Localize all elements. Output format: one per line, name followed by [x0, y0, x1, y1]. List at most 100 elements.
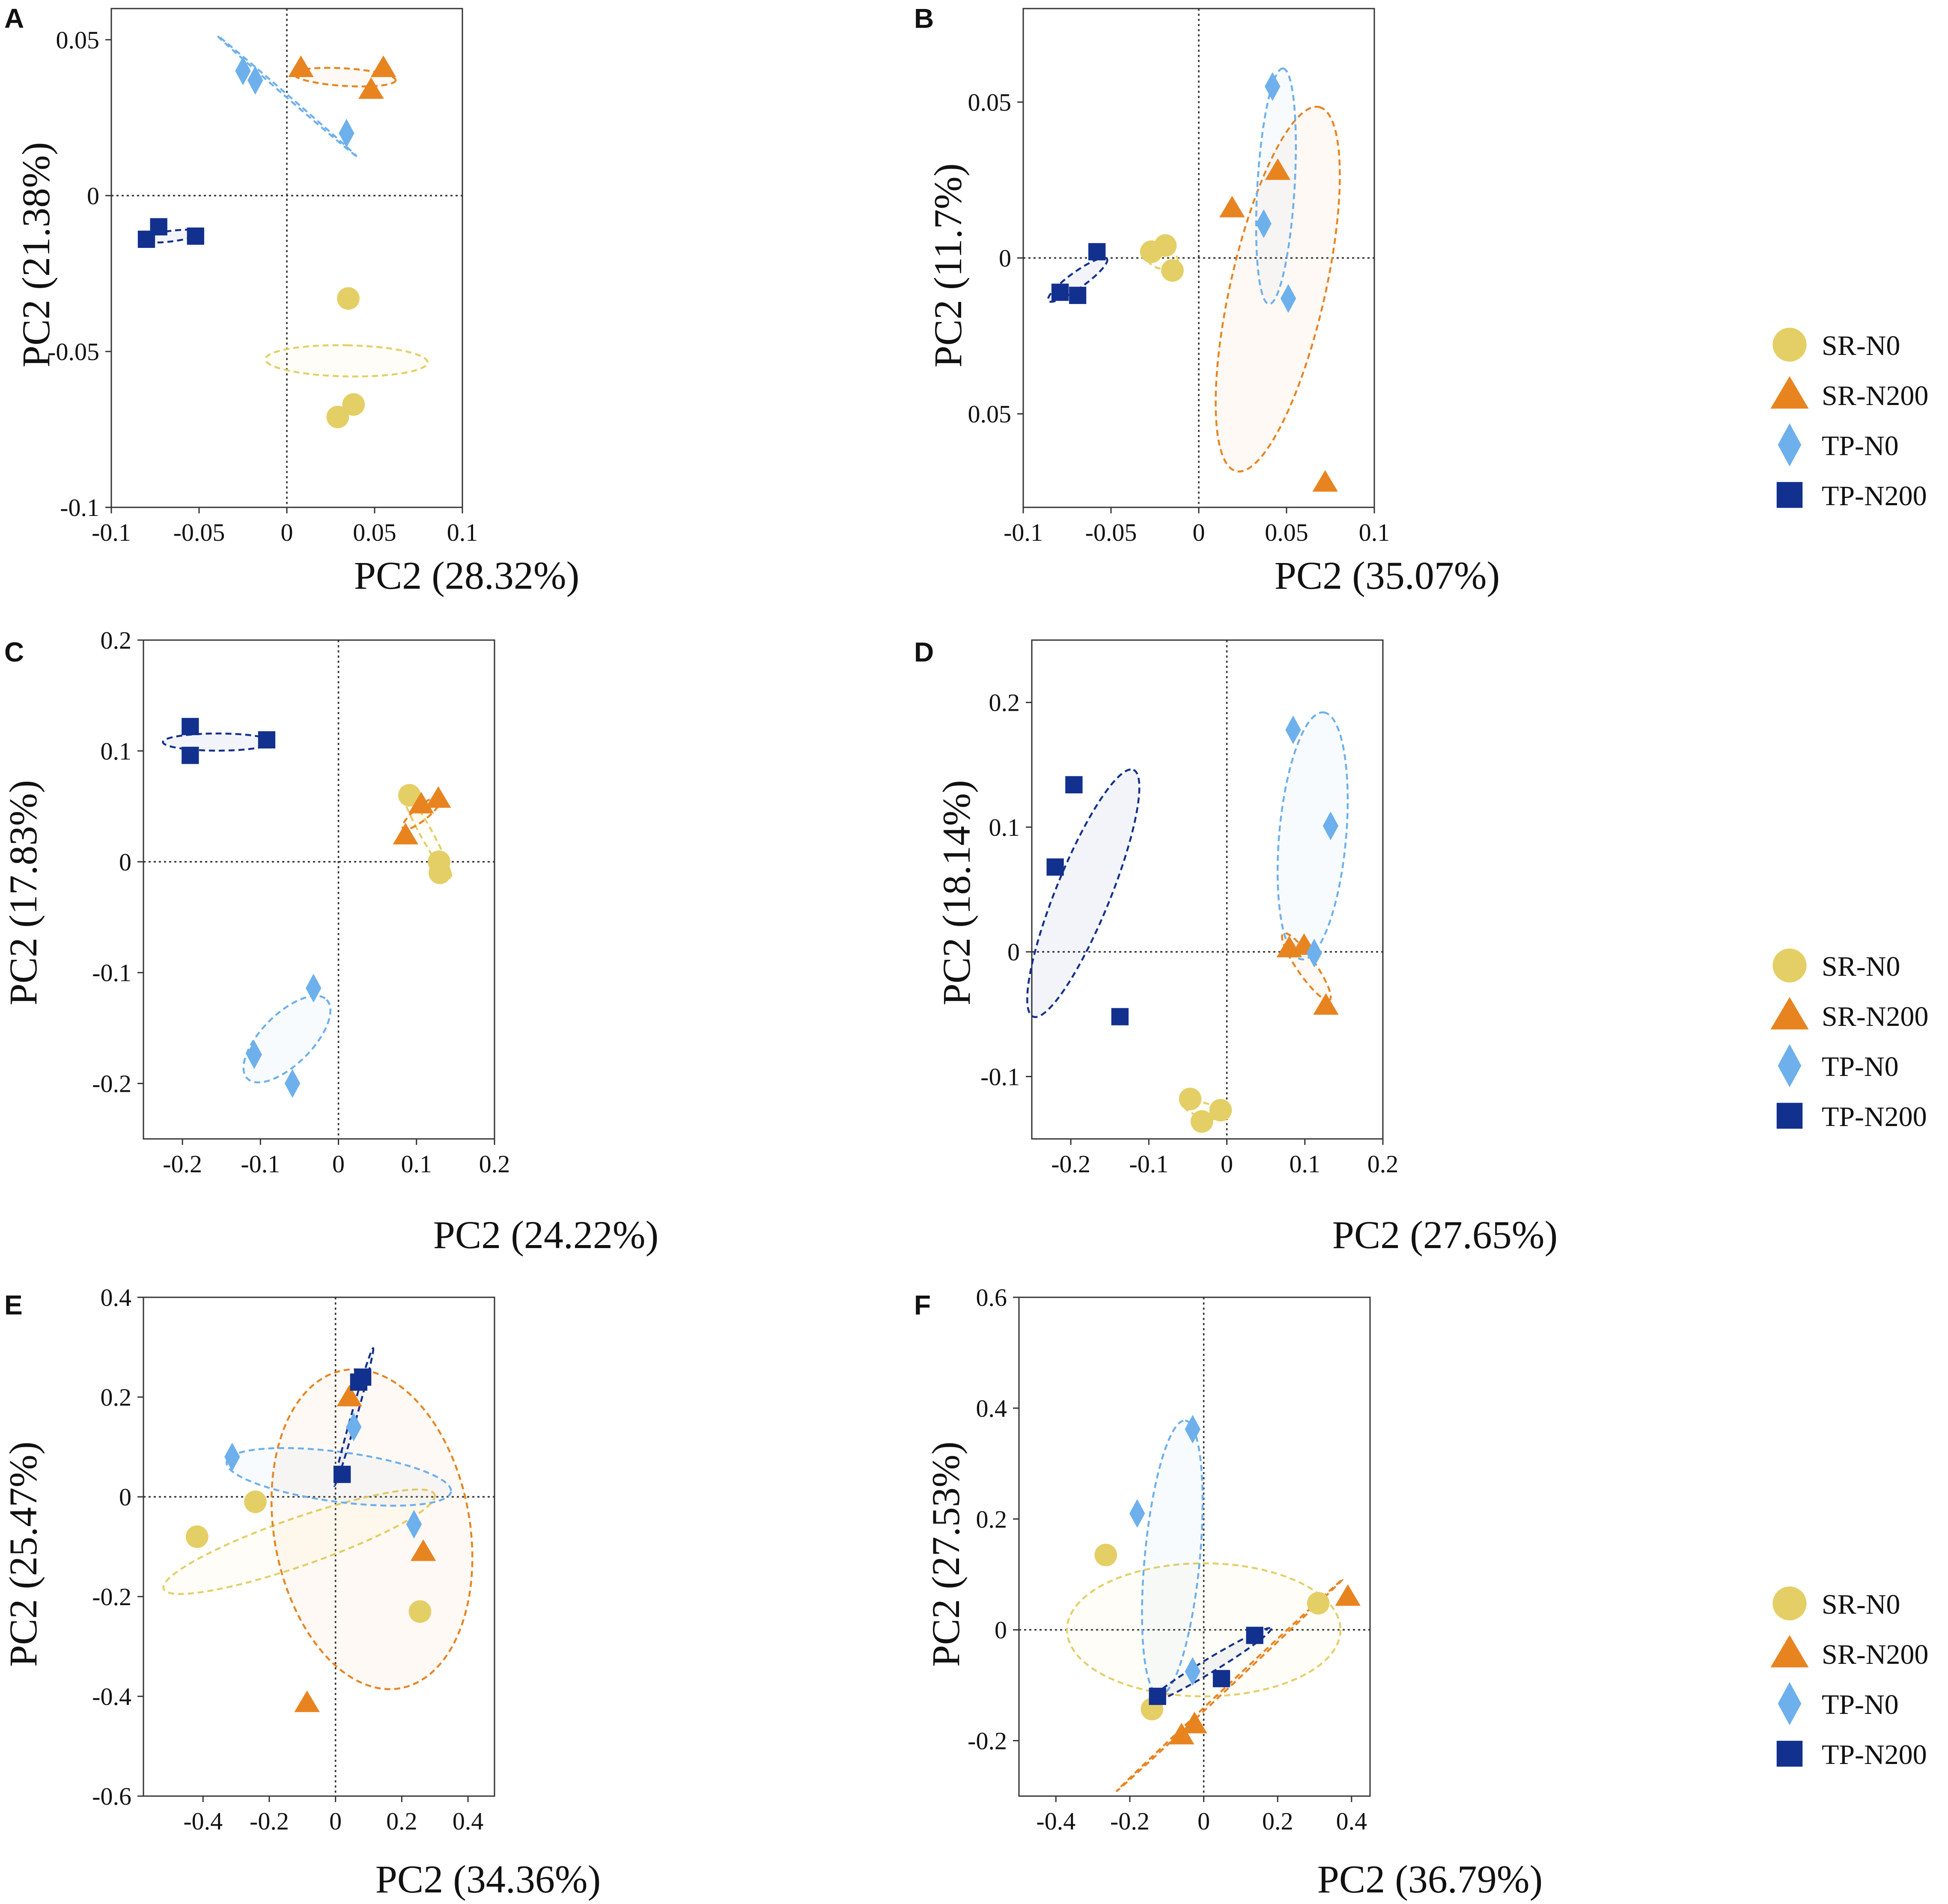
panel-d-point-tp-n200	[1065, 776, 1083, 794]
panel-a-x-axis-label: PC2 (28.32%)	[354, 554, 579, 597]
panel-a-point-sr-n200	[288, 55, 314, 77]
panel-d-y-tick-label: -0.1	[980, 1063, 1020, 1091]
panel-c-point-tp-n200	[258, 731, 276, 749]
panel-e-point-tp-n0	[346, 1412, 362, 1442]
panel-f-y-tick-label: 0	[995, 1616, 1007, 1644]
panel-d-x-axis-label: PC2 (27.65%)	[1332, 1213, 1558, 1257]
panel-c-point-tp-n200	[182, 718, 199, 736]
panel-e-y-tick-label: 0	[119, 1483, 131, 1511]
panel-a-y-tick-label: -0.05	[48, 338, 99, 366]
panel-c-x-tick-label: -0.1	[241, 1150, 280, 1178]
legend-marker-sr-n0	[1772, 328, 1807, 362]
panel-d-y-tick-label: 0	[1007, 938, 1020, 966]
panel-c-x-tick-label: 0	[332, 1150, 345, 1178]
panel-d-x-tick-label: -0.1	[1129, 1150, 1168, 1178]
legend-item-tp-n200: TP-N200	[1776, 1739, 1927, 1770]
panel-b-point-sr-n0	[1161, 259, 1184, 282]
panel-a-point-tp-n0	[247, 66, 263, 95]
panel-c-point-tp-n200	[182, 747, 199, 764]
panel-e-y-tick-label: 0.2	[101, 1383, 132, 1411]
legend-marker-tp-n200	[1776, 1102, 1803, 1129]
panel-a-ellipse-sr-n0	[264, 344, 429, 378]
panel-c-point-tp-n0	[246, 1040, 262, 1069]
legend-marker-tp-n0	[1778, 1044, 1802, 1088]
panel-e-point-sr-n0	[244, 1490, 267, 1514]
panel-a-point-tp-n200	[187, 227, 204, 245]
panel-f-point-sr-n0	[1094, 1543, 1117, 1567]
panel-b-x-tick-label: 0.1	[1359, 518, 1390, 546]
panel-d-y-tick-label: 0.2	[989, 689, 1020, 717]
panel-a-y-axis-label: PC2 (21.38%)	[14, 142, 58, 367]
panel-c-y-tick-label: -0.1	[92, 959, 131, 987]
panel-d-frame	[1031, 639, 1384, 1140]
panel-d-point-tp-n0	[1285, 715, 1301, 745]
legend-label-tp-n200: TP-N200	[1822, 1101, 1927, 1132]
panel-b-x-tick-label: -0.1	[1004, 518, 1043, 546]
panel-a-point-sr-n200	[358, 77, 384, 99]
panel-a-y-tick-label: 0.05	[56, 26, 100, 54]
panel-a-point-sr-n0	[326, 405, 349, 429]
panel-f-point-tp-n200	[1149, 1687, 1166, 1705]
legend-label-tp-n200: TP-N200	[1822, 480, 1927, 512]
legend-marker-sr-n200	[1770, 997, 1809, 1030]
panel-d-point-tp-n200	[1046, 858, 1064, 876]
legend-label-sr-n200: SR-N200	[1822, 1001, 1928, 1032]
panel-e-point-sr-n0	[408, 1600, 432, 1623]
panel-c-x-axis-label: PC2 (24.22%)	[433, 1213, 658, 1257]
panel-e-ellipse-sr-n0	[162, 1488, 436, 1595]
panel-f-point-tp-n0	[1129, 1499, 1145, 1528]
panel-a-frame	[110, 8, 463, 508]
panel-e-y-tick-label: -0.6	[92, 1782, 131, 1810]
panel-b-y-axis-label: PC2 (11.7%)	[926, 163, 970, 367]
panel-f-x-tick-label: -0.2	[1110, 1807, 1150, 1835]
panel-b-point-tp-n200	[1088, 243, 1106, 261]
panel-c-y-tick-label: -0.2	[92, 1070, 131, 1098]
panel-e-x-tick-label: -0.2	[250, 1807, 289, 1835]
panel-c-y-tick-label: 0	[119, 848, 131, 876]
panel-a-point-tp-n200	[150, 218, 167, 235]
panel-b-ellipse-tp-n0	[1255, 67, 1297, 305]
legend-item-tp-n0: TP-N0	[1778, 1682, 1899, 1725]
panel-a-x-tick-label: 0	[281, 518, 293, 546]
panel-b-x-tick-label: 0.05	[1265, 518, 1308, 546]
panel-d-point-sr-n0	[1209, 1099, 1232, 1122]
panel-letter-a: A	[4, 3, 24, 34]
panel-c-point-sr-n200	[408, 792, 434, 813]
panel-b-y-tick-label: 0.05	[968, 88, 1012, 116]
legend-label-sr-n0: SR-N0	[1822, 951, 1900, 982]
panel-b-point-tp-n0	[1256, 209, 1272, 238]
panel-letter-e: E	[4, 1290, 23, 1320]
panel-b-point-sr-n200	[1265, 158, 1291, 180]
panel-b-y-tick-label: 0.05	[968, 400, 1012, 428]
panel-d-point-tp-n200	[1111, 1008, 1129, 1025]
legend-marker-tp-n200	[1776, 1740, 1803, 1767]
panel-c-frame	[143, 639, 495, 1140]
panel-b-point-sr-n200	[1312, 470, 1338, 492]
panel-b-x-tick-label: 0	[1193, 518, 1205, 546]
legend-label-tp-n0: TP-N0	[1822, 1051, 1899, 1082]
legend-item-tp-n200: TP-N200	[1776, 1101, 1927, 1132]
panel-a-y-tick-label: -0.1	[60, 494, 99, 521]
legend-label-tp-n200: TP-N200	[1822, 1739, 1927, 1770]
panel-d-x-tick-label: -0.2	[1051, 1150, 1090, 1178]
panel-a-point-sr-n200	[370, 55, 396, 77]
legend-middle: SR-N0 SR-N200 TP-N0 TP-N200	[1770, 948, 1928, 1132]
panel-d-plot: -0.2 -0.1 0 0.1 0.2 0.2 0.1 0 -0.1	[980, 639, 1398, 1178]
panel-f-point-tp-n200	[1212, 1670, 1230, 1687]
legend-item-sr-n0: SR-N0	[1772, 948, 1900, 983]
panel-a: A -0.1 -0.05 0 0.05 0.1 0.05 0 -0.05 -0.1 PC2 (2…	[4, 3, 579, 597]
panel-f-x-tick-label: -0.4	[1036, 1807, 1075, 1835]
panel-f-ellipse-tp-n200	[1146, 1627, 1272, 1705]
panel-f-point-sr-n0	[1307, 1592, 1330, 1615]
panel-b-plot: -0.1 -0.05 0 0.05 0.1 0.05 0 0.05	[968, 8, 1390, 546]
panel-f-frame	[1018, 1296, 1371, 1797]
panel-c-point-sr-n200	[426, 786, 451, 808]
legend-marker-sr-n200	[1770, 376, 1809, 409]
panel-b: B -0.1 -0.05 0 0.05 0.1 0.05 0 0.05 PC2 (35.07%…	[914, 3, 1500, 597]
panel-d-point-tp-n0	[1306, 939, 1322, 968]
panel-f-point-sr-n200	[1182, 1711, 1207, 1734]
panel-e-point-sr-n200	[410, 1539, 436, 1561]
legend-top: SR-N0 SR-N200 TP-N0 TP-N200	[1770, 328, 1928, 512]
panel-f-x-tick-label: 0.2	[1262, 1807, 1293, 1835]
